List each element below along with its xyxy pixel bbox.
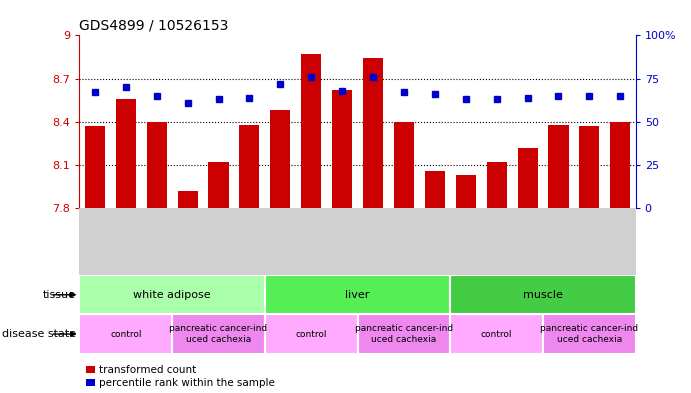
Bar [239,125,260,208]
Bar [425,171,445,208]
Bar [301,54,321,208]
Bar [543,314,636,354]
Bar [358,314,451,354]
Bar [85,126,105,208]
Bar [209,162,229,208]
Text: liver: liver [346,290,370,300]
Bar [451,314,543,354]
Text: control: control [110,330,142,338]
Bar [549,125,569,208]
Bar [79,314,172,354]
Bar [178,191,198,208]
Bar [579,126,599,208]
Text: transformed count: transformed count [99,365,196,375]
Text: percentile rank within the sample: percentile rank within the sample [99,378,275,388]
Bar [394,122,414,208]
Bar [486,162,507,208]
Bar [146,122,167,208]
Bar [79,275,265,314]
Text: pancreatic cancer-ind
uced cachexia: pancreatic cancer-ind uced cachexia [169,324,267,344]
Bar [363,59,383,208]
Bar [172,314,265,354]
Bar [270,110,290,208]
Text: tissue: tissue [43,290,76,300]
Bar [116,99,136,208]
Bar [455,175,476,208]
Bar [265,314,358,354]
Text: white adipose: white adipose [133,290,211,300]
Text: control: control [296,330,327,338]
Bar [451,275,636,314]
Text: GDS4899 / 10526153: GDS4899 / 10526153 [79,19,229,33]
Bar [610,122,630,208]
Bar [332,90,352,208]
Text: pancreatic cancer-ind
uced cachexia: pancreatic cancer-ind uced cachexia [540,324,638,344]
Bar [265,275,451,314]
Text: muscle: muscle [523,290,563,300]
Text: pancreatic cancer-ind
uced cachexia: pancreatic cancer-ind uced cachexia [355,324,453,344]
Text: disease state: disease state [2,329,76,339]
Text: control: control [481,330,513,338]
Bar [518,148,538,208]
